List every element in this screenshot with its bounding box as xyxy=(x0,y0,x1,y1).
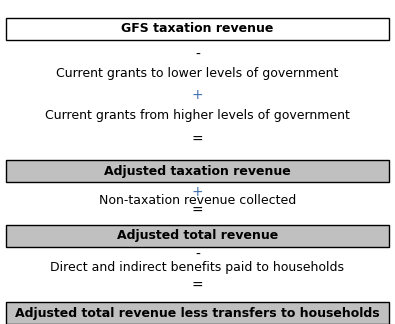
Text: =: = xyxy=(192,204,203,218)
Text: Current grants to lower levels of government: Current grants to lower levels of govern… xyxy=(56,67,339,80)
Text: =: = xyxy=(192,279,203,293)
Text: Adjusted total revenue less transfers to households: Adjusted total revenue less transfers to… xyxy=(15,307,380,319)
Bar xyxy=(6,302,389,324)
Bar xyxy=(6,225,389,247)
Text: Adjusted taxation revenue: Adjusted taxation revenue xyxy=(104,165,291,178)
Bar xyxy=(6,160,389,182)
Text: +: + xyxy=(192,88,203,102)
Text: GFS taxation revenue: GFS taxation revenue xyxy=(121,22,274,36)
Text: Adjusted total revenue: Adjusted total revenue xyxy=(117,229,278,242)
Text: -: - xyxy=(195,248,200,262)
Text: Non-taxation revenue collected: Non-taxation revenue collected xyxy=(99,193,296,206)
Text: Current grants from higher levels of government: Current grants from higher levels of gov… xyxy=(45,109,350,122)
Text: Direct and indirect benefits paid to households: Direct and indirect benefits paid to hou… xyxy=(51,261,344,274)
Text: -: - xyxy=(195,48,200,62)
Text: =: = xyxy=(192,133,203,147)
Bar xyxy=(6,18,389,40)
Text: +: + xyxy=(192,185,203,199)
